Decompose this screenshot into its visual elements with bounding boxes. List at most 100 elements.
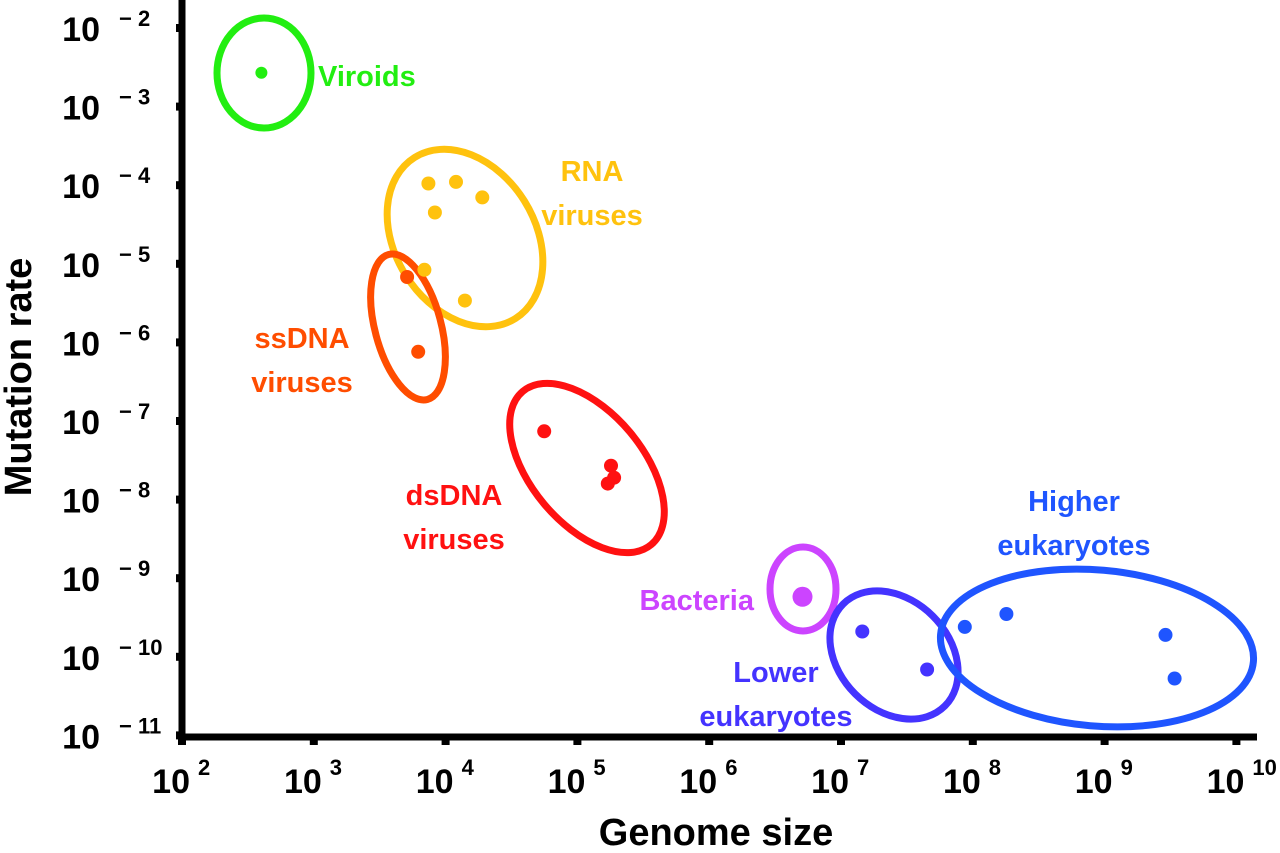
higher-eukaryotes-ellipse <box>936 565 1258 731</box>
higher-eukaryotes-point <box>1167 671 1182 686</box>
group-ellipses <box>213 14 1258 731</box>
y-tick-label: 10 <box>62 640 100 678</box>
x-tick-label: 10 <box>152 763 190 801</box>
x-tick-exponent: 4 <box>462 755 475 780</box>
y-tick-exponent: − 9 <box>119 556 150 581</box>
dsdna-viruses-point <box>604 458 618 473</box>
ssdna-viruses-label: ssDNA viruses <box>251 323 353 399</box>
x-axis-title: Genome size <box>599 812 833 853</box>
y-tick-label: 10 <box>62 561 100 599</box>
viroids-label: Viroids <box>318 61 416 93</box>
y-tick-label: 10 <box>62 483 100 521</box>
bacteria-label: Bacteria <box>640 585 755 617</box>
y-tick-label: 10 <box>62 325 100 363</box>
y-tick-mark <box>176 102 183 111</box>
dsdna-viruses-point <box>537 424 552 439</box>
bacteria-label-line: Bacteria <box>640 585 755 617</box>
axes <box>178 0 1257 741</box>
y-tick-label: 10 <box>62 90 100 128</box>
x-tick-exponent: 5 <box>593 755 605 780</box>
y-tick-label: 10 <box>62 168 100 206</box>
lower-eukaryotes-label: Lower eukaryotes <box>699 657 852 733</box>
x-tick-label: 10 <box>548 763 586 801</box>
y-tick-mark <box>176 495 183 504</box>
y-tick-mark <box>176 181 183 190</box>
bacteria-point <box>792 586 813 607</box>
ssdna-viruses-label-line: viruses <box>251 367 353 399</box>
x-tick-exponent: 2 <box>198 755 210 780</box>
ssdna-viruses-point <box>411 344 426 359</box>
lower-eukaryotes-ellipse <box>826 587 962 723</box>
x-tick-mark <box>837 737 845 745</box>
higher-eukaryotes-point <box>999 607 1014 621</box>
lower-eukaryotes-point <box>855 624 870 639</box>
rna-viruses-point <box>421 176 436 191</box>
rna-viruses-point <box>427 205 442 220</box>
y-tick-label: 10 <box>62 247 100 285</box>
y-ticks: 10 − 2 10 − 3 10 − 4 10 − 5 10 − 6 10 − 7 10 − 8 10 − 9… <box>62 6 183 756</box>
y-tick-label: 10 <box>62 404 100 442</box>
y-tick-label: 10 <box>62 718 100 756</box>
dsdna-viruses-label-line: viruses <box>403 524 505 556</box>
x-tick-exponent: 9 <box>1121 755 1133 780</box>
higher-eukaryotes-label-line: Higher <box>1028 486 1120 518</box>
higher-eukaryotes-label: Higher eukaryotes <box>997 486 1150 562</box>
x-tick-exponent: 8 <box>989 755 1001 780</box>
x-tick-label: 10 <box>679 763 717 801</box>
y-tick-mark <box>176 417 183 425</box>
y-tick-mark <box>176 731 183 740</box>
higher-eukaryotes-label-line: eukaryotes <box>997 530 1150 562</box>
dsdna-viruses-ellipse <box>506 379 668 557</box>
x-tick-label: 10 <box>284 763 322 801</box>
ssdna-viruses-point <box>400 270 415 284</box>
x-tick-exponent: 10 <box>1252 755 1276 780</box>
x-tick-mark <box>573 737 582 745</box>
y-tick-mark <box>176 652 183 661</box>
higher-eukaryotes-point <box>1158 627 1173 642</box>
data-points <box>255 66 1182 686</box>
rna-viruses-point <box>417 262 432 277</box>
x-tick-label: 10 <box>1207 763 1245 801</box>
x-tick-mark <box>1232 737 1241 745</box>
x-tick-exponent: 3 <box>330 755 342 780</box>
x-tick-mark <box>705 737 714 745</box>
y-tick-exponent: − 6 <box>119 320 150 345</box>
x-tick-exponent: 6 <box>725 755 737 780</box>
y-tick-mark <box>176 338 183 347</box>
viroids-ellipse <box>213 14 315 132</box>
y-tick-mark <box>176 574 183 583</box>
x-tick-mark <box>968 737 977 745</box>
y-tick-mark <box>176 24 183 32</box>
dsdna-viruses-label-line: dsDNA <box>406 480 503 512</box>
x-tick-mark <box>178 737 186 745</box>
y-tick-label: 10 <box>62 11 100 49</box>
dsdna-viruses-point <box>600 476 615 491</box>
x-tick-label: 10 <box>811 763 849 801</box>
ssdna-viruses-label-line: ssDNA <box>254 323 349 355</box>
higher-eukaryotes-point <box>957 619 972 634</box>
rna-viruses-label-line: viruses <box>541 200 643 232</box>
lower-eukaryotes-label-line: eukaryotes <box>699 701 852 733</box>
rna-viruses-point <box>457 293 472 308</box>
x-ticks: 10 2 10 3 10 4 10 5 10 6 10 7 10 8 10 9 10 10 <box>152 737 1277 801</box>
y-tick-exponent: − 11 <box>119 713 161 738</box>
y-axis-title: Mutation rate <box>0 258 40 497</box>
x-tick-mark <box>309 737 318 745</box>
rna-viruses-label: RNA viruses <box>541 156 643 232</box>
y-tick-exponent: − 2 <box>119 6 150 31</box>
viroids-point <box>255 66 268 79</box>
rna-viruses-ellipse <box>383 145 547 331</box>
y-tick-exponent: − 10 <box>119 635 162 660</box>
y-tick-exponent: − 7 <box>119 399 150 424</box>
x-tick-exponent: 7 <box>857 755 869 780</box>
y-tick-exponent: − 8 <box>119 478 150 503</box>
ssdna-viruses-ellipse <box>367 250 449 404</box>
y-tick-exponent: − 3 <box>119 85 150 110</box>
lower-eukaryotes-point <box>920 662 935 677</box>
rna-viruses-label-line: RNA <box>561 156 624 188</box>
y-tick-exponent: − 4 <box>119 163 151 188</box>
y-tick-exponent: − 5 <box>119 242 150 267</box>
viroids-label-line: Viroids <box>318 61 416 93</box>
x-tick-label: 10 <box>416 763 454 801</box>
